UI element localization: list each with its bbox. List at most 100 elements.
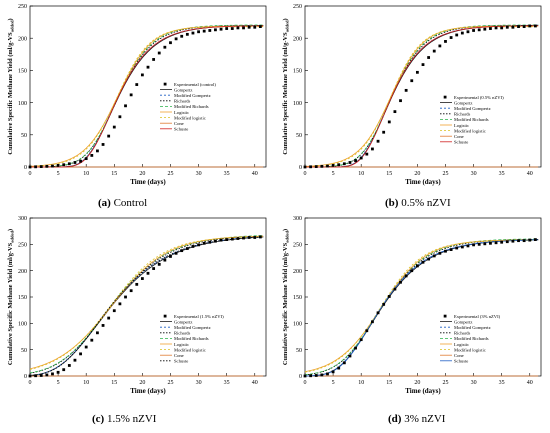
experimental-point — [146, 271, 150, 275]
experimental-point — [415, 264, 419, 268]
experimental-point — [489, 27, 492, 30]
y-axis-label: Cumulative Specific Methane Yield (ml/g-… — [282, 229, 290, 365]
experimental-points — [28, 235, 262, 378]
experimental-point — [90, 338, 94, 342]
y-tick-label: 0 — [299, 374, 302, 380]
experimental-point — [320, 373, 324, 377]
experimental-point — [399, 280, 402, 284]
model-line-modified-logistic — [304, 26, 539, 167]
model-curves — [304, 24, 539, 168]
plot-frame — [29, 217, 267, 377]
legend-entry: Modified Gompertz — [454, 325, 491, 330]
x-tick-label: 10 — [83, 380, 89, 386]
experimental-point — [438, 44, 442, 48]
experimental-point — [522, 239, 526, 243]
experimental-point — [455, 246, 459, 250]
experimental-point — [157, 262, 161, 266]
model-curves — [29, 235, 264, 377]
experimental-point — [214, 28, 217, 32]
experimental-point — [472, 243, 475, 247]
experimental-point — [39, 374, 43, 377]
legend: Experimental (0.5% nZVI)GompertzModified… — [440, 95, 504, 145]
experimental-point — [528, 24, 532, 28]
experimental-point — [124, 295, 127, 299]
experimental-point — [326, 164, 329, 168]
caption-1-5-nzvi: (c) 1.5% nZVI — [92, 413, 156, 425]
y-tick-label: 300 — [18, 216, 27, 222]
caption-label: (a) — [98, 197, 111, 209]
experimental-point — [247, 236, 251, 239]
experimental-point — [208, 240, 212, 244]
x-tick-label: 10 — [358, 171, 364, 177]
x-tick-label: 5 — [332, 380, 335, 386]
experimental-point — [326, 372, 329, 376]
experimental-point — [337, 163, 341, 167]
experimental-point — [404, 88, 408, 92]
x-tick-label: 0 — [29, 171, 32, 177]
experimental-point — [253, 25, 257, 29]
experimental-point — [67, 364, 71, 367]
caption-0-5-nzvi: (b) 0.5% nZVI — [385, 197, 451, 209]
experimental-point — [45, 164, 49, 168]
model-line-modified-logistic — [29, 26, 264, 167]
y-tick-label: 300 — [293, 216, 302, 222]
experimental-point — [112, 309, 116, 313]
x-tick-label: 5 — [332, 171, 335, 177]
x-tick-label: 15 — [386, 380, 392, 386]
experimental-point — [382, 130, 386, 134]
y-tick-label: 50 — [21, 133, 27, 139]
experimental-point — [309, 165, 313, 169]
y-tick-label: 250 — [293, 243, 302, 249]
chart-panel-0-5-nzvi: 0 50 100 150 200 250 0 5 10 15 20 25 30 35 40 Time (day… — [275, 0, 550, 190]
legend-entry: Modified Gompertz — [454, 106, 491, 111]
x-axis-label: Time (days) — [130, 178, 166, 186]
y-axis-label: Cumulative Specific Methane Yield (ml/g-… — [282, 18, 290, 154]
experimental-point — [39, 165, 43, 169]
experimental-point — [376, 139, 380, 143]
experimental-point — [73, 358, 77, 362]
experimental-point — [34, 165, 38, 169]
caption-label: (c) — [92, 413, 105, 425]
caption-text: 0.5% nZVI — [398, 197, 451, 209]
experimental-point — [242, 26, 245, 30]
legend-entry: Modified logistic — [454, 128, 486, 133]
experimental-point — [455, 33, 459, 37]
experimental-point — [163, 258, 167, 262]
experimental-point — [174, 251, 178, 255]
experimental-point — [427, 257, 431, 261]
experimental-point — [393, 287, 397, 291]
x-tick-label: 25 — [442, 380, 448, 386]
legend-entry: Richards — [454, 112, 471, 117]
experimental-point — [399, 99, 402, 103]
chart-1-5-nzvi: 0 50 100 150 200 250 300 0 5 10 15 20 25 30 35 40 Time (… — [7, 216, 267, 395]
x-tick-label: 20 — [414, 171, 420, 177]
experimental-point — [382, 302, 386, 306]
experimental-point — [438, 251, 442, 255]
experimental-point — [73, 161, 77, 164]
experimental-point — [84, 157, 88, 161]
experimental-point — [505, 240, 509, 244]
experimental-point — [67, 162, 71, 166]
experimental-points — [28, 25, 262, 169]
experimental-point — [197, 30, 200, 34]
experimental-point — [219, 27, 223, 31]
experimental-point — [28, 165, 32, 169]
experimental-point — [191, 245, 195, 248]
experimental-point — [393, 110, 397, 114]
experimental-point — [331, 163, 335, 167]
y-axis-label: Cumulative Specific Methane Yield (ml/g-… — [7, 18, 15, 154]
experimental-point — [129, 289, 133, 293]
experimental-point — [185, 247, 189, 250]
chart-panel-3-nzvi: 0 50 100 150 200 250 300 0 5 10 15 20 25 30 35 40 Time (… — [275, 212, 550, 402]
y-tick-label: 50 — [296, 348, 302, 354]
y-tick-label: 150 — [18, 69, 27, 75]
y-tick-label: 150 — [18, 295, 27, 301]
experimental-point — [533, 238, 537, 241]
model-line-modified-richards — [29, 24, 264, 168]
legend-entry: Modified Gompertz — [174, 325, 211, 330]
legend-entry: Modified Richards — [174, 104, 209, 109]
legend-entry: Schuste — [454, 140, 468, 145]
model-curves — [29, 24, 264, 168]
y-axis-label: Cumulative Specific Methane Yield (ml/g-… — [7, 229, 15, 365]
legend-entry: Modified logistic — [174, 115, 206, 120]
